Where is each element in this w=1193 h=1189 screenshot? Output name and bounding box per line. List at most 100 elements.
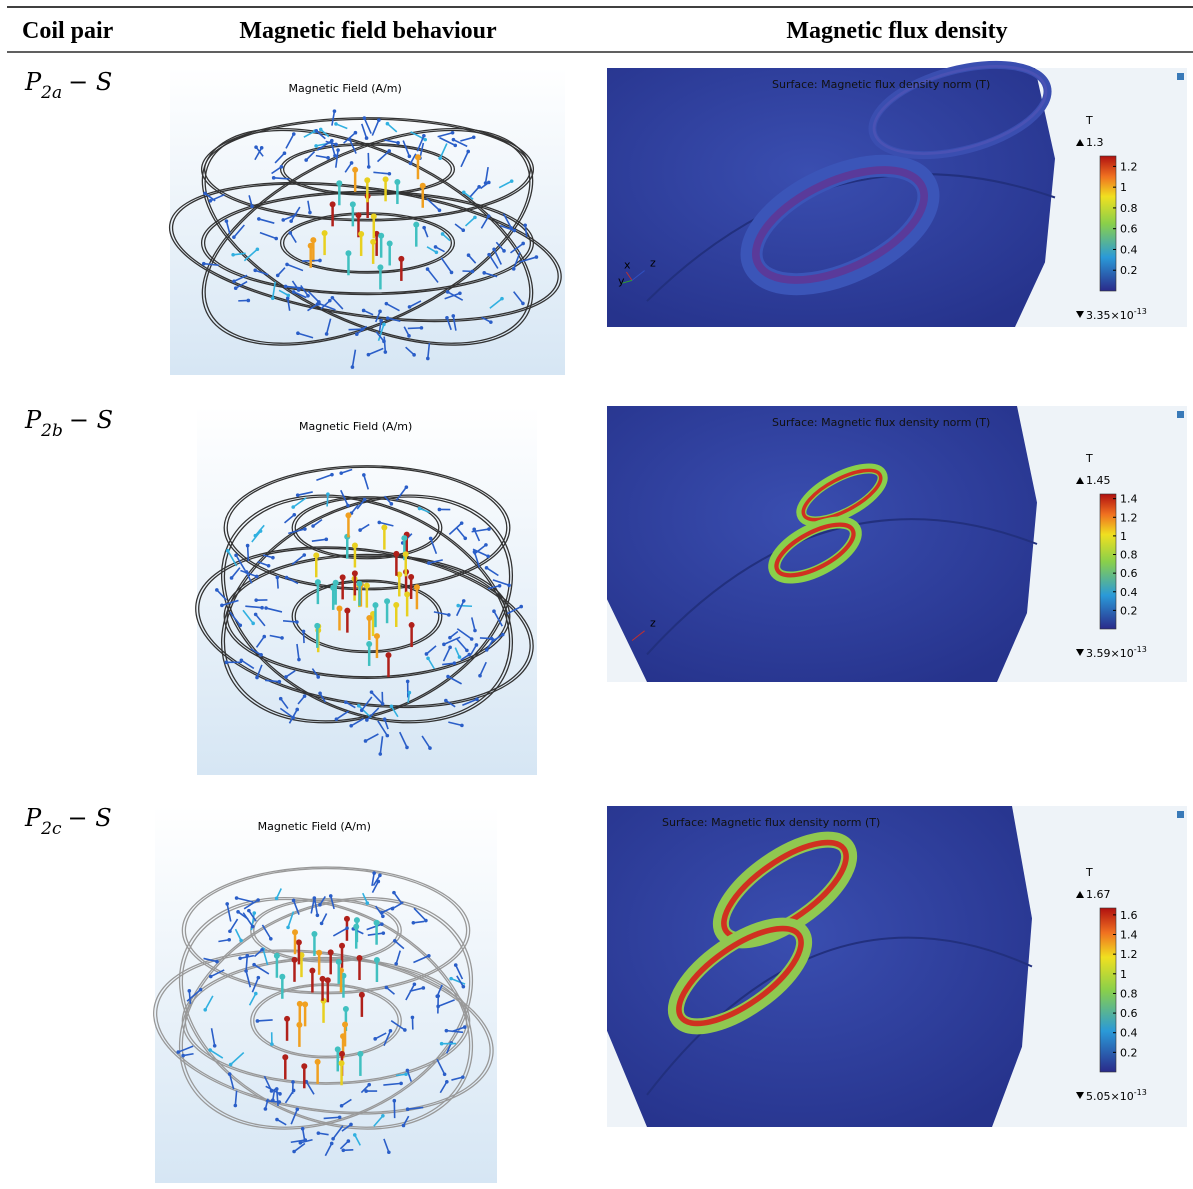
field-title: Magnetic Field (A/m) xyxy=(258,820,371,833)
arrow-head xyxy=(484,543,488,547)
arrow-head xyxy=(365,718,369,722)
arrow-head xyxy=(412,921,416,925)
arrow-head xyxy=(302,1001,308,1007)
arrow-head xyxy=(257,976,261,980)
arrow-head xyxy=(284,1016,290,1022)
arrow-head xyxy=(473,216,477,220)
arrow-head xyxy=(475,643,479,647)
arrow-head xyxy=(373,1037,377,1041)
arrow-head xyxy=(315,579,321,585)
arrow-head xyxy=(255,575,259,579)
arrow-head xyxy=(286,926,290,930)
arrow-head xyxy=(523,224,527,228)
arrow-head xyxy=(426,267,430,271)
arrow-head xyxy=(292,899,296,903)
arrow-head xyxy=(240,658,244,662)
field-title: Magnetic Field (A/m) xyxy=(289,82,402,95)
arrow-head xyxy=(251,925,255,929)
arrow-head xyxy=(271,556,275,560)
arrow-head xyxy=(340,574,346,580)
arrow-head xyxy=(406,1107,410,1111)
arrow-head xyxy=(275,897,279,901)
arrow-head xyxy=(448,636,452,640)
arrow-head xyxy=(350,161,354,165)
arrow-head xyxy=(407,334,411,338)
arrow-head xyxy=(374,633,380,639)
arrow-head xyxy=(460,521,464,525)
arrow-head xyxy=(449,977,453,981)
arrow-head xyxy=(264,1107,268,1111)
arrow-head xyxy=(380,922,384,926)
arrow-head xyxy=(445,316,449,320)
label-rest: − S xyxy=(69,406,113,434)
arrow-head xyxy=(383,176,389,182)
arrow-head xyxy=(372,871,376,875)
arrow-head xyxy=(297,658,301,662)
arrow-head xyxy=(319,128,323,132)
arrow-head xyxy=(401,535,407,541)
arrow-head xyxy=(498,584,502,588)
colorbar-tick-label: 0.8 xyxy=(1120,987,1138,1000)
arrow-head xyxy=(451,314,455,318)
arrow-head xyxy=(440,1042,444,1046)
arrow-head xyxy=(326,492,330,496)
arrow-head xyxy=(252,963,256,967)
row-label: P2c− S xyxy=(24,804,112,839)
arrow-head xyxy=(280,165,284,169)
arrow-head xyxy=(381,914,385,918)
arrow-head xyxy=(492,609,496,613)
arrow-head xyxy=(485,566,489,570)
colorbar xyxy=(1100,156,1116,291)
arrow-head xyxy=(188,989,192,993)
arrow-head xyxy=(420,183,426,189)
arrow-head xyxy=(326,156,330,160)
arrow-head xyxy=(485,648,489,652)
axis-label: x xyxy=(624,258,631,271)
arrow-head xyxy=(336,605,342,611)
arrow-head xyxy=(335,717,339,721)
arrow-head xyxy=(462,985,466,989)
arrow-head xyxy=(322,230,328,236)
arrow-head xyxy=(227,938,231,942)
arrow-head xyxy=(331,296,335,300)
arrow-head xyxy=(308,243,314,249)
arrow-head xyxy=(390,502,394,506)
arrow-head xyxy=(442,643,446,647)
arrow-head xyxy=(378,874,382,878)
field-arrow xyxy=(408,328,422,329)
arrow-head xyxy=(408,154,412,158)
arrow-head xyxy=(291,716,295,720)
arrow-head xyxy=(413,982,417,986)
arrow-head xyxy=(254,145,258,149)
arrow-head xyxy=(418,507,422,511)
arrow-head xyxy=(453,144,457,148)
arrow-head xyxy=(225,219,229,223)
arrow-head xyxy=(383,717,387,721)
colorbar xyxy=(1100,908,1116,1072)
field-arrow xyxy=(458,606,472,607)
colorbar-tick-label: 1 xyxy=(1120,968,1127,981)
arrow-head xyxy=(247,299,251,303)
axis-label: z xyxy=(650,617,656,630)
label-sub: 2c xyxy=(40,819,62,839)
colorbar-tick-label: 0.4 xyxy=(1120,243,1138,256)
min-exponent: -13 xyxy=(1134,645,1147,654)
arrow-head xyxy=(244,969,248,973)
arrow-head xyxy=(292,1150,296,1154)
arrow-head xyxy=(426,656,430,660)
arrow-head xyxy=(512,267,516,271)
field-arrow xyxy=(189,991,190,1004)
arrow-head xyxy=(510,179,514,183)
arrow-head xyxy=(303,694,307,698)
arrow-head xyxy=(468,653,472,657)
arrow-head xyxy=(362,473,366,477)
label-rest: − S xyxy=(68,68,112,96)
arrow-head xyxy=(487,527,491,531)
arrow-head xyxy=(202,262,206,266)
arrow-head xyxy=(462,599,466,603)
arrow-head xyxy=(426,357,430,361)
arrow-head xyxy=(349,1123,353,1127)
colorbar-tick-label: 0.6 xyxy=(1120,223,1138,236)
arrow-head xyxy=(349,724,353,728)
arrow-head xyxy=(314,129,318,133)
